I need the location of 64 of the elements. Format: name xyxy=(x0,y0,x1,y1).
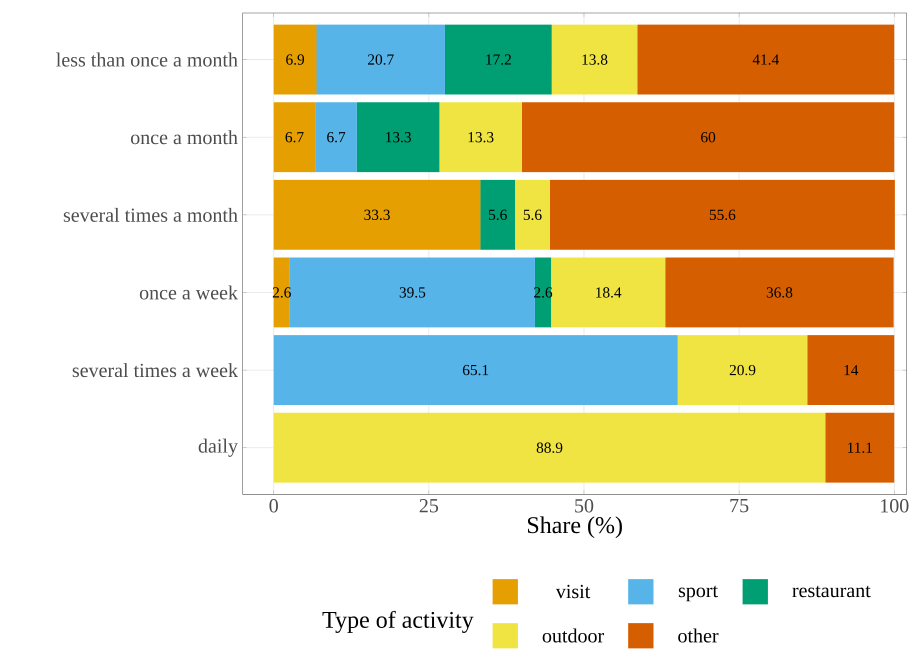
bar xyxy=(315,102,357,172)
data-label: 41.4 xyxy=(752,54,779,65)
data-label: 88.9 xyxy=(536,442,562,453)
x-tick-label: 50 xyxy=(575,499,594,513)
data-label: 13.3 xyxy=(468,132,494,142)
data-label: 36.8 xyxy=(766,287,792,298)
bar xyxy=(534,258,552,328)
bar xyxy=(522,102,894,172)
y-tick-label: once a week xyxy=(140,285,238,300)
data-label: 20.7 xyxy=(368,54,394,65)
bar xyxy=(439,102,522,172)
bar xyxy=(678,335,808,406)
x-axis-title: Share (%) xyxy=(528,516,622,538)
bar xyxy=(480,180,516,250)
data-label: 13.8 xyxy=(582,54,608,65)
bar xyxy=(551,258,666,328)
data-label: 5.6 xyxy=(489,210,507,220)
data-label: 11.1 xyxy=(848,442,872,453)
legend-label: sport xyxy=(678,586,718,602)
data-label: 6.7 xyxy=(286,132,304,142)
bar xyxy=(665,258,894,328)
y-tick-label: several times a week xyxy=(72,363,238,378)
bar xyxy=(515,180,550,250)
y-tick-label: several times a month xyxy=(64,208,238,222)
bar xyxy=(552,24,638,95)
bar xyxy=(316,24,445,95)
bar xyxy=(444,24,552,95)
y-tick-label: once a month xyxy=(130,130,238,144)
data-label: 39.5 xyxy=(400,287,426,298)
legend-label: restaurant xyxy=(792,586,871,598)
y-tick-label: daily xyxy=(198,438,238,457)
bar xyxy=(274,258,290,328)
legend-label: visit xyxy=(556,584,590,598)
bar xyxy=(550,180,895,250)
data-label: 13.3 xyxy=(386,132,411,142)
bar xyxy=(274,335,678,406)
x-tick-label: 100 xyxy=(881,499,908,513)
data-label: 5.6 xyxy=(524,210,542,220)
bar xyxy=(807,335,894,406)
x-tick-label: 25 xyxy=(420,499,438,512)
legend-label: other xyxy=(678,628,718,643)
data-label: 6.9 xyxy=(286,54,304,65)
data-label: 65.1 xyxy=(462,364,488,376)
data-label: 33.3 xyxy=(364,210,390,220)
data-label: 17.2 xyxy=(486,54,511,65)
bar xyxy=(274,102,316,172)
data-label: 60 xyxy=(701,132,716,142)
data-label: 18.4 xyxy=(596,287,622,298)
x-tick-label: 75 xyxy=(730,499,748,512)
bar xyxy=(274,180,480,250)
data-label: 55.6 xyxy=(710,210,736,220)
bar xyxy=(290,258,535,328)
bar xyxy=(356,102,440,172)
bar xyxy=(825,412,894,483)
data-label: 14 xyxy=(844,365,858,376)
data-label: 20.9 xyxy=(730,364,756,376)
legend-title: Type of activity xyxy=(322,610,474,633)
data-label: 6.7 xyxy=(327,132,346,142)
bar xyxy=(274,412,826,483)
y-tick-label: less than once a month xyxy=(56,52,238,67)
bar xyxy=(637,24,894,95)
x-tick-label: 0 xyxy=(269,499,278,513)
bar xyxy=(274,24,317,95)
legend-label: outdoor xyxy=(542,628,604,643)
